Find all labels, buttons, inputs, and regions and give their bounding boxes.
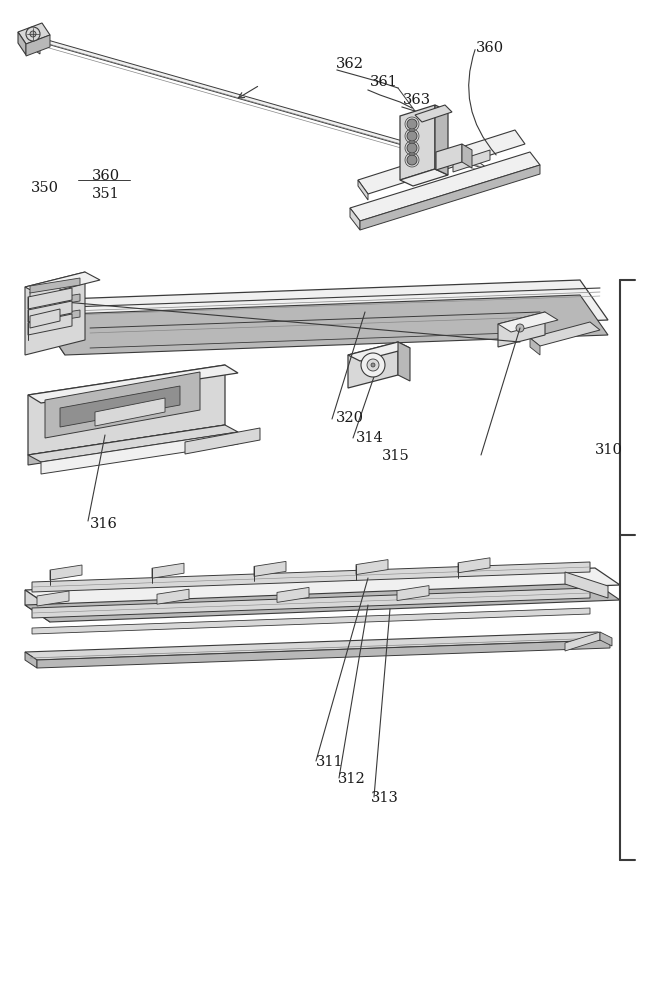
Polygon shape (350, 208, 360, 230)
Polygon shape (38, 300, 65, 355)
Text: 310: 310 (595, 443, 623, 457)
Text: 315: 315 (382, 449, 410, 463)
Polygon shape (28, 288, 72, 309)
Circle shape (367, 359, 379, 371)
Polygon shape (152, 563, 184, 578)
Polygon shape (18, 23, 50, 44)
Polygon shape (37, 591, 69, 606)
Circle shape (516, 324, 524, 332)
Text: 313: 313 (371, 791, 399, 805)
Polygon shape (350, 152, 540, 221)
Text: 311: 311 (316, 755, 344, 769)
Polygon shape (25, 632, 610, 660)
Polygon shape (453, 150, 490, 172)
Polygon shape (462, 144, 472, 168)
Text: 351: 351 (92, 187, 120, 201)
Polygon shape (30, 310, 80, 325)
Text: 350: 350 (31, 181, 59, 195)
Polygon shape (356, 560, 388, 575)
Polygon shape (28, 314, 72, 335)
Circle shape (371, 363, 375, 367)
Polygon shape (30, 278, 80, 293)
Polygon shape (50, 565, 82, 580)
Polygon shape (32, 608, 590, 634)
Polygon shape (60, 386, 180, 427)
Polygon shape (498, 312, 558, 332)
Text: 312: 312 (338, 772, 366, 786)
Polygon shape (435, 105, 448, 175)
Polygon shape (18, 32, 26, 55)
Text: 361: 361 (370, 75, 398, 89)
Polygon shape (30, 35, 490, 170)
Text: 363: 363 (403, 93, 431, 107)
Polygon shape (25, 272, 100, 295)
Polygon shape (565, 632, 600, 651)
Polygon shape (400, 169, 448, 186)
Polygon shape (28, 365, 225, 455)
Polygon shape (28, 301, 72, 322)
Polygon shape (185, 428, 260, 454)
Text: 320: 320 (336, 411, 364, 425)
Polygon shape (398, 342, 410, 381)
Polygon shape (397, 586, 429, 601)
Text: 362: 362 (336, 57, 364, 71)
Polygon shape (565, 572, 608, 598)
Polygon shape (30, 309, 60, 328)
Polygon shape (400, 105, 435, 180)
Polygon shape (28, 365, 238, 403)
Circle shape (407, 119, 417, 129)
Polygon shape (348, 342, 398, 388)
Polygon shape (41, 432, 238, 474)
Polygon shape (28, 425, 238, 462)
Polygon shape (30, 35, 40, 54)
Polygon shape (277, 587, 309, 602)
Polygon shape (32, 562, 590, 592)
Polygon shape (498, 312, 545, 347)
Polygon shape (30, 294, 80, 309)
Polygon shape (30, 285, 60, 304)
Polygon shape (32, 588, 590, 618)
Polygon shape (30, 297, 60, 316)
Polygon shape (254, 561, 286, 576)
Polygon shape (38, 280, 608, 340)
Polygon shape (26, 35, 50, 56)
Polygon shape (157, 589, 189, 604)
Circle shape (407, 131, 417, 141)
Polygon shape (25, 652, 37, 668)
Polygon shape (25, 583, 620, 622)
Polygon shape (28, 425, 225, 465)
Polygon shape (25, 272, 85, 355)
Polygon shape (45, 372, 200, 438)
Polygon shape (358, 180, 368, 200)
Polygon shape (25, 590, 50, 622)
Circle shape (361, 353, 385, 377)
Polygon shape (95, 398, 165, 426)
Circle shape (407, 143, 417, 153)
Polygon shape (530, 322, 600, 346)
Circle shape (26, 27, 40, 41)
Polygon shape (38, 295, 608, 355)
Polygon shape (530, 338, 540, 355)
Text: 316: 316 (89, 517, 117, 531)
Polygon shape (358, 130, 525, 194)
Text: 314: 314 (356, 431, 384, 445)
Circle shape (30, 31, 36, 37)
Text: 360: 360 (476, 41, 504, 55)
Polygon shape (600, 632, 612, 646)
Polygon shape (415, 105, 452, 122)
Polygon shape (37, 640, 610, 668)
Polygon shape (360, 165, 540, 230)
Polygon shape (348, 342, 410, 361)
Polygon shape (458, 558, 490, 573)
Polygon shape (25, 568, 620, 607)
Text: 360: 360 (92, 169, 120, 183)
Polygon shape (436, 144, 462, 170)
Circle shape (407, 155, 417, 165)
